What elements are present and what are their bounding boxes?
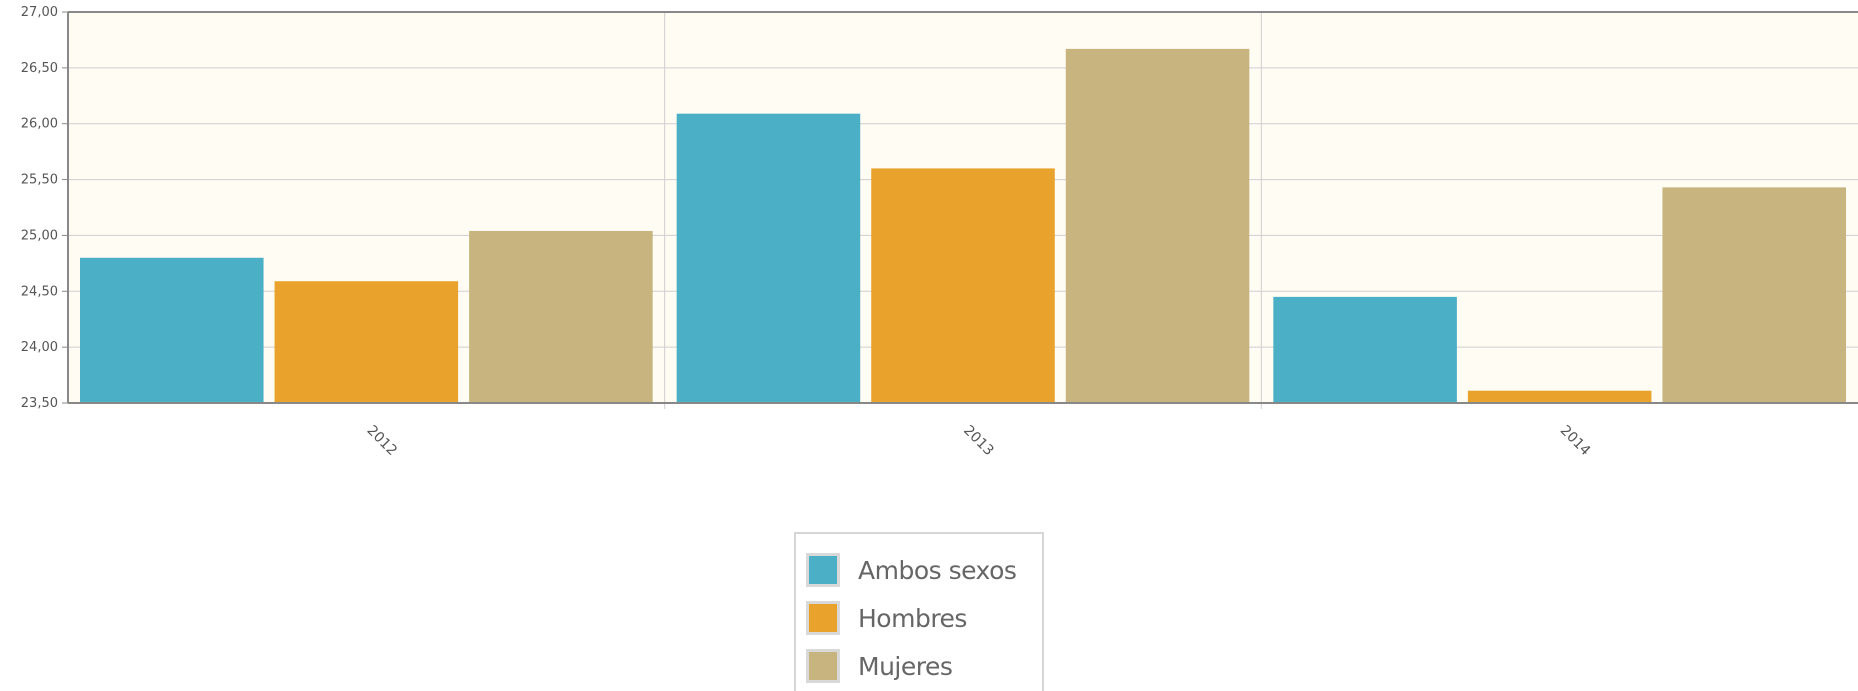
legend-label: Ambos sexos <box>858 555 1017 585</box>
legend-item-mujeres[interactable]: Mujeres <box>806 646 953 686</box>
legend-swatch-ambos-sexos <box>806 553 840 587</box>
y-tick-label: 27,00 <box>21 5 58 20</box>
x-tick-label: 2012 <box>364 423 401 460</box>
bar-chart: 23,50 24,00 24,50 25,00 25,50 26,00 26,50 27,00… <box>21 5 1858 460</box>
bar-ambos-sexos-2014 <box>1273 296 1457 403</box>
legend-swatch-mujeres <box>806 649 840 683</box>
y-tick-label: 24,50 <box>21 284 58 299</box>
x-tick-label: 2014 <box>1557 423 1594 460</box>
legend: Ambos sexos Hombres Mujeres <box>794 532 1044 691</box>
legend-label: Mujeres <box>858 651 953 681</box>
legend-label: Hombres <box>858 603 967 633</box>
y-tick-label: 24,00 <box>21 340 58 355</box>
legend-item-ambos-sexos[interactable]: Ambos sexos <box>806 550 1017 590</box>
y-tick-label: 26,50 <box>21 61 58 76</box>
legend-swatch-hombres <box>806 601 840 635</box>
bar-mujeres-2013 <box>1065 48 1250 403</box>
bar-mujeres-2014 <box>1662 187 1846 403</box>
legend-item-hombres[interactable]: Hombres <box>806 598 967 638</box>
x-tick-label: 2013 <box>960 423 997 460</box>
y-tick-label: 23,50 <box>21 396 58 411</box>
bar-hombres-2014 <box>1467 390 1652 403</box>
y-tick-label: 25,50 <box>21 173 58 188</box>
bar-ambos-sexos-2013 <box>676 113 861 403</box>
y-tick-label: 26,00 <box>21 117 58 132</box>
y-tick-label: 25,00 <box>21 228 58 243</box>
bar-hombres-2012 <box>274 281 459 403</box>
bar-hombres-2013 <box>871 168 1055 403</box>
bar-mujeres-2012 <box>469 230 653 403</box>
bar-ambos-sexos-2012 <box>80 257 264 403</box>
